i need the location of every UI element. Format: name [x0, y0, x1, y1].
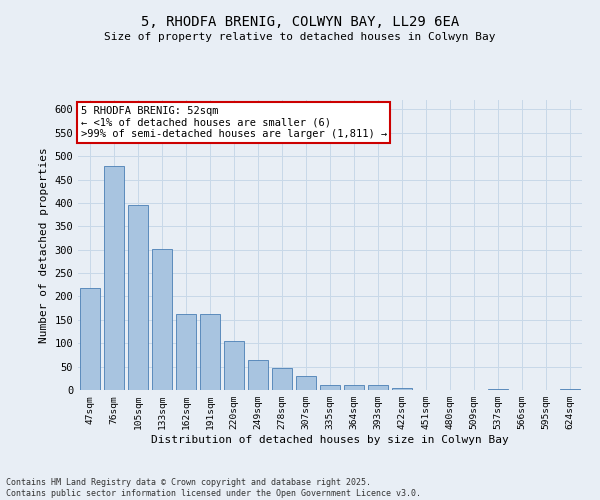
- Bar: [272, 368, 292, 390]
- Bar: [392, 388, 412, 390]
- Y-axis label: Number of detached properties: Number of detached properties: [39, 147, 49, 343]
- Bar: [224, 341, 244, 390]
- Bar: [176, 314, 196, 390]
- X-axis label: Distribution of detached houses by size in Colwyn Bay: Distribution of detached houses by size …: [151, 435, 509, 445]
- Bar: [128, 205, 148, 390]
- Bar: [248, 360, 268, 390]
- Bar: [560, 388, 580, 390]
- Bar: [200, 314, 220, 390]
- Bar: [368, 386, 388, 390]
- Bar: [344, 386, 364, 390]
- Text: Size of property relative to detached houses in Colwyn Bay: Size of property relative to detached ho…: [104, 32, 496, 42]
- Bar: [488, 388, 508, 390]
- Bar: [80, 288, 100, 390]
- Bar: [104, 166, 124, 390]
- Bar: [152, 249, 172, 390]
- Text: 5, RHODFA BRENIG, COLWYN BAY, LL29 6EA: 5, RHODFA BRENIG, COLWYN BAY, LL29 6EA: [141, 15, 459, 29]
- Text: 5 RHODFA BRENIG: 52sqm
← <1% of detached houses are smaller (6)
>99% of semi-det: 5 RHODFA BRENIG: 52sqm ← <1% of detached…: [80, 106, 387, 139]
- Bar: [296, 376, 316, 390]
- Bar: [320, 386, 340, 390]
- Text: Contains HM Land Registry data © Crown copyright and database right 2025.
Contai: Contains HM Land Registry data © Crown c…: [6, 478, 421, 498]
